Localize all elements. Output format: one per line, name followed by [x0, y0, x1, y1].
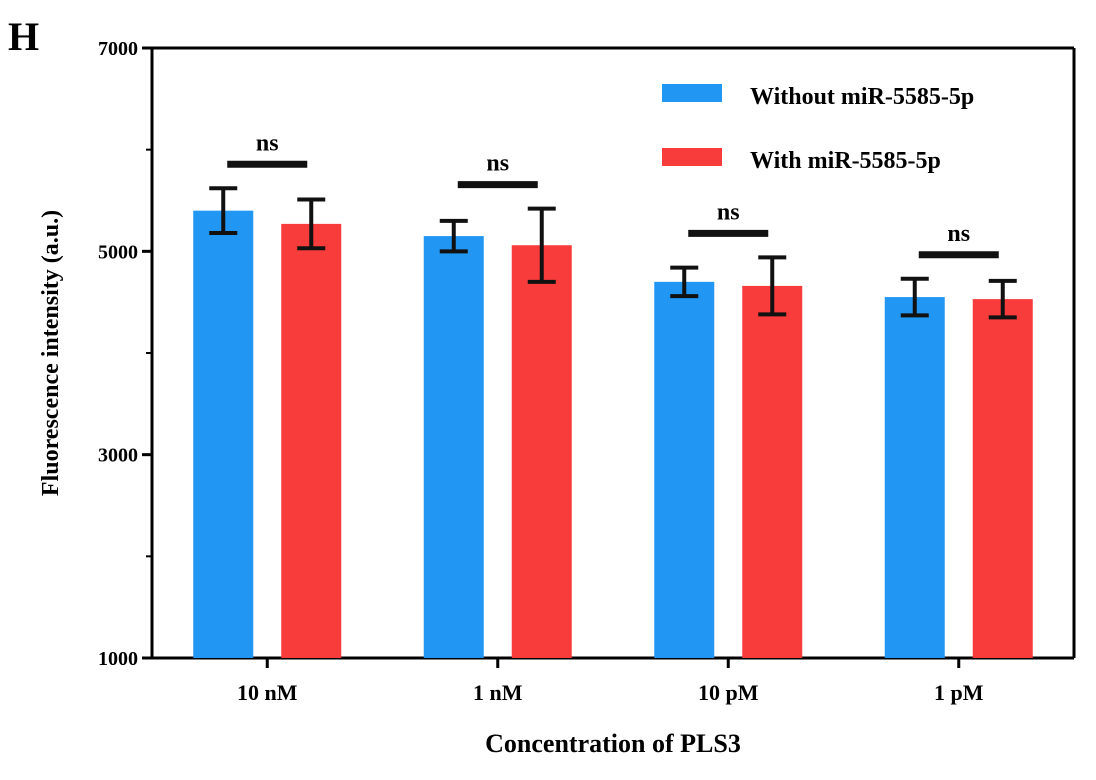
- bar: [884, 297, 945, 658]
- bar: [742, 285, 803, 658]
- y-tick-label: 7000: [98, 38, 138, 60]
- legend-swatch: [662, 84, 722, 102]
- significance-label: ns: [717, 199, 740, 225]
- significance-markers: ns ns ns ns: [227, 130, 999, 259]
- bar: [193, 210, 254, 658]
- bar: [281, 223, 342, 658]
- significance-label: ns: [256, 130, 279, 156]
- significance-label: ns: [486, 151, 509, 177]
- y-tick-label: 5000: [98, 241, 138, 263]
- x-tick-label: 10 nM: [237, 680, 298, 705]
- y-axis-ticks: 1000 3000 5000 7000: [98, 38, 152, 670]
- panel-label: H: [8, 14, 39, 59]
- legend-label: With miR-5585-5p: [750, 148, 941, 174]
- x-tick-label: 1 pM: [934, 680, 984, 705]
- bar-group: [193, 210, 1033, 659]
- legend-label: Without miR-5585-5p: [750, 84, 974, 110]
- y-tick-label: 3000: [98, 445, 138, 467]
- y-tick-label: 1000: [98, 648, 138, 670]
- legend-swatch: [662, 148, 722, 166]
- bar: [972, 299, 1033, 658]
- x-axis-label: Concentration of PLS3: [485, 729, 741, 758]
- bar: [654, 281, 715, 658]
- bar: [511, 245, 572, 658]
- legend: Without miR-5585-5p With miR-5585-5p: [662, 84, 974, 174]
- x-tick-label: 10 pM: [698, 680, 759, 705]
- significance-label: ns: [947, 221, 970, 247]
- y-axis-label: Fluorescence intensity (a.u.): [38, 210, 64, 496]
- x-tick-label: 1 nM: [473, 680, 523, 705]
- bar: [423, 236, 484, 659]
- error-bars: [209, 186, 1017, 320]
- x-axis-ticks: 10 nM 1 nM 10 pM 1 pM: [237, 658, 984, 705]
